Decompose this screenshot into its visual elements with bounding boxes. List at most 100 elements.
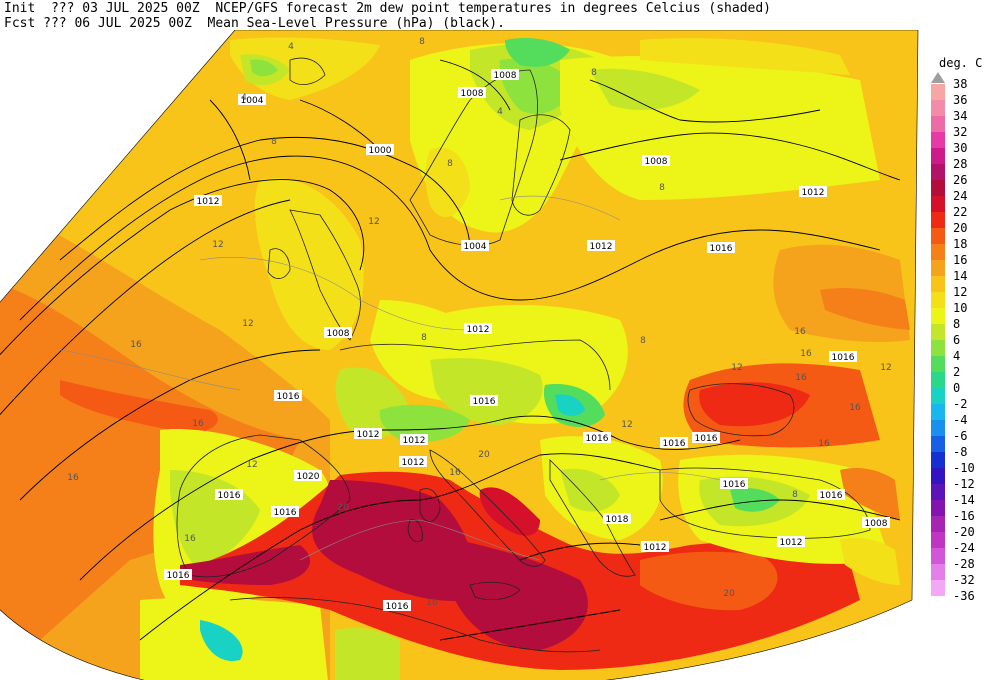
dewpoint-label: 16 [130, 340, 142, 350]
isobar-label: 1008 [327, 329, 350, 339]
isobar-label: 1012 [780, 538, 803, 548]
isobar-labels: 1004 1000 1012 1008 1004 1012 1012 1008 … [164, 69, 890, 612]
isobar-label: 1016 [723, 480, 746, 490]
isobar-label: 1016 [710, 244, 733, 254]
legend-label: -2 [953, 397, 968, 411]
isobars [0, 59, 901, 641]
isobar-label: 1004 [241, 96, 264, 106]
legend-label: -8 [953, 445, 968, 459]
legend-label: 24 [953, 189, 968, 203]
map-projection-border [0, 30, 919, 680]
isobar-label: 1000 [369, 146, 392, 156]
isobar-label: 1008 [645, 157, 668, 167]
dewpoint-labels: 4 4 8 8 8 4 12 12 12 8 8 16 16 16 12 16 … [67, 37, 891, 608]
legend-label: 34 [953, 109, 968, 123]
isobar-label: 1016 [820, 491, 843, 501]
dewpoint-label: 12 [731, 363, 742, 373]
legend-label: 12 [953, 285, 968, 299]
legend-swatch [931, 420, 945, 436]
legend-entry: -20 [931, 516, 999, 548]
legend-label: 30 [953, 141, 968, 155]
legend-swatch [931, 372, 945, 388]
isobar-label: 1016 [167, 571, 190, 581]
legend-swatch [931, 308, 945, 324]
dewpoint-label: 20 [478, 450, 490, 460]
dewpoint-label: 8 [419, 37, 425, 47]
legend-swatch [931, 212, 945, 228]
legend-swatch [931, 228, 945, 244]
legend-entry: -16 [931, 500, 999, 532]
dewpoint-label: 16 [794, 327, 806, 337]
legend-swatch [931, 468, 945, 484]
isobar-label: 1012 [644, 543, 667, 553]
legend-entry: -2 [931, 388, 999, 420]
isobar-label: 1004 [464, 242, 487, 252]
dewpoint-label: 8 [659, 183, 665, 193]
legend-swatch [931, 516, 945, 532]
legend-swatch [931, 484, 945, 500]
legend-label: -12 [953, 477, 975, 491]
legend-label: -28 [953, 557, 975, 571]
legend-entry: 12 [931, 276, 999, 308]
dewpoint-contours [59, 195, 721, 561]
dewpoint-label: 4 [497, 107, 503, 117]
legend-swatch [931, 244, 945, 260]
isobar-label: 1012 [402, 458, 425, 468]
dewpoint-pressure-map: 1004 1000 1012 1008 1004 1012 1012 1008 … [0, 30, 919, 680]
legend-label: -32 [953, 573, 975, 587]
legend-swatch [931, 564, 945, 580]
legend-entry: -4 [931, 404, 999, 436]
legend-label: 36 [953, 93, 968, 107]
dewpoint-label: 16 [192, 419, 204, 429]
dewpoint-label: 16 [849, 403, 861, 413]
legend-label: -6 [953, 429, 968, 443]
legend-label: 14 [953, 269, 968, 283]
isobar-label: 1018 [606, 515, 629, 525]
legend-label: 22 [953, 205, 968, 219]
legend-label: 16 [953, 253, 968, 267]
legend-entry: 14 [931, 260, 999, 292]
isobar-label: 1012 [802, 188, 825, 198]
dewpoint-label: 16 [795, 373, 807, 383]
legend-swatch [931, 436, 945, 452]
dewpoint-label: 8 [447, 159, 453, 169]
dewpoint-label: 4 [241, 93, 247, 103]
dewpoint-label: 16 [818, 439, 830, 449]
legend-swatch [931, 500, 945, 516]
legend-swatch [931, 548, 945, 564]
isobar-label: 1012 [357, 430, 380, 440]
legend-swatch [931, 260, 945, 276]
dewpoint-label: 8 [271, 137, 277, 147]
isobar-label: 1012 [467, 325, 490, 335]
legend-entry: 24 [931, 180, 999, 212]
legend-swatch [931, 356, 945, 372]
isobar-label: 1016 [473, 397, 496, 407]
legend-entry: 4 [931, 340, 999, 372]
dewpoint-label: 16 [184, 534, 196, 544]
shaded-field [0, 30, 918, 680]
legend-label: 32 [953, 125, 968, 139]
legend-swatch [931, 84, 945, 100]
isobar-label: 1016 [586, 434, 609, 444]
isobar-label: 1016 [277, 392, 300, 402]
legend-label: 6 [953, 333, 961, 347]
legend-swatch [931, 340, 945, 356]
legend-label: -4 [953, 413, 968, 427]
isobar-label: 1016 [218, 491, 241, 501]
dewpoint-label: 20 [337, 503, 349, 513]
legend-swatch [931, 580, 945, 596]
legend-entry: -10 [931, 452, 999, 484]
legend-label: 28 [953, 157, 968, 171]
legend-label: -16 [953, 509, 975, 523]
legend-entry: 16 [931, 244, 999, 276]
legend-swatch [931, 324, 945, 340]
isobar-label: 1016 [386, 602, 409, 612]
legend-label: -24 [953, 541, 975, 555]
legend-entry: 36 [931, 84, 999, 116]
legend-swatch [931, 196, 945, 212]
dewpoint-label: 16 [67, 473, 79, 483]
isobar-label: 1020 [297, 472, 320, 482]
legend-swatch [931, 276, 945, 292]
legend-label: -10 [953, 461, 975, 475]
dewpoint-label: 8 [591, 68, 597, 78]
